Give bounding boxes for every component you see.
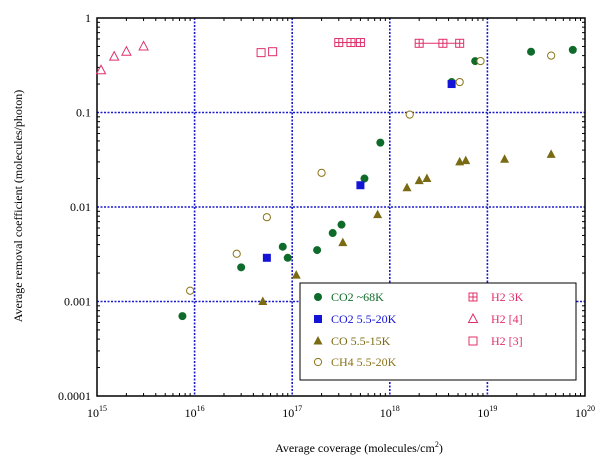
data-point (402, 182, 412, 192)
legend-label: CH4 5.5-20K (331, 355, 397, 369)
legend-marker (313, 336, 323, 345)
data-point (278, 242, 287, 251)
y-tick-label: 0.001 (64, 295, 91, 309)
legend-item: CO2 5.5-20K (314, 312, 397, 326)
legend-marker (467, 312, 479, 323)
data-point (355, 38, 365, 48)
axis-ticks: 1015 1016 1017 1018 1019 1020 0.0001 0.001 0.01 0… (58, 11, 595, 420)
legend-item: H2 3K (468, 290, 524, 304)
data-point (283, 253, 292, 262)
data-point (414, 175, 424, 185)
legend-item: CH4 5.5-20K (313, 355, 397, 369)
data-point (232, 249, 241, 258)
legend-item: CO 5.5-15K (313, 334, 391, 348)
y-tick-label: 1 (85, 11, 91, 25)
legend-label: H2 3K (491, 290, 524, 304)
series-co-5-5-15k (258, 149, 556, 305)
legend-marker (314, 293, 322, 301)
x-tick-label: 1019 (477, 404, 497, 420)
legend-item: CO2 ~68K (314, 290, 384, 304)
data-point (262, 253, 271, 262)
data-point (500, 154, 510, 163)
x-tick-label: 1016 (185, 404, 205, 420)
data-point (360, 174, 369, 183)
data-point (95, 64, 107, 75)
y-tick-label: 0.0001 (58, 389, 91, 403)
data-point (461, 155, 471, 165)
data-point (186, 286, 195, 295)
plot-frame (96, 17, 586, 397)
data-point (291, 270, 301, 279)
data-point (178, 312, 187, 321)
data-point (447, 80, 456, 89)
y-axis-title: Average removal coefficient (molecules/p… (11, 90, 25, 322)
data-point (338, 237, 348, 247)
data-point (313, 246, 322, 255)
data-point (256, 48, 266, 58)
legend-marker (468, 336, 478, 346)
data-point (405, 110, 414, 119)
data-point (547, 51, 556, 60)
data-point (568, 45, 577, 54)
legend-item: H2 [4] (467, 312, 523, 326)
data-point (237, 263, 246, 272)
data-point (373, 209, 383, 219)
data-point (438, 38, 448, 48)
data-point (546, 149, 556, 158)
data-point (527, 47, 536, 56)
data-point (121, 45, 132, 56)
series-ch4-5-5-20k (186, 51, 556, 295)
data-point (346, 38, 356, 48)
data-point (414, 38, 424, 48)
x-tick-label: 1015 (87, 404, 107, 420)
legend: CO2 ~68K CO2 5.5-20K CO 5.5-15K CH4 5.5-20K… (299, 282, 577, 381)
legend-marker (314, 315, 322, 323)
data-point (108, 50, 120, 61)
y-tick-label: 0.01 (70, 200, 91, 214)
data-point (422, 173, 432, 183)
legend-marker (468, 292, 478, 302)
legend-marker (313, 357, 323, 367)
data-point (455, 38, 465, 48)
data-point (268, 47, 278, 57)
series-co2-5-5-20k (262, 80, 456, 262)
data-point (376, 138, 385, 147)
legend-box (299, 282, 577, 381)
x-tick-label: 1017 (282, 404, 302, 420)
data-point (258, 296, 268, 305)
legend-label: H2 [4] (491, 312, 523, 326)
y-tick-label: 0.1 (76, 106, 91, 120)
data-point (476, 56, 485, 66)
series-co2-68k (178, 45, 577, 321)
series-h2-4 (95, 40, 149, 75)
x-axis-title: Average coverage (molecules/cm2) (275, 440, 443, 455)
data-point (356, 181, 365, 190)
legend-label: CO2 ~68K (331, 290, 384, 304)
x-tick-label: 1020 (575, 404, 595, 420)
legend-label: CO2 5.5-20K (331, 312, 397, 326)
data-point (138, 40, 149, 51)
data-point (262, 213, 271, 222)
series-h2-3k (334, 38, 465, 48)
data-point (455, 77, 464, 87)
data-point (337, 220, 346, 229)
data-points (95, 38, 577, 321)
data-point (334, 38, 344, 48)
data-point (317, 168, 326, 177)
legend-label: CO 5.5-15K (331, 334, 391, 348)
legend-label: H2 [3] (491, 334, 523, 348)
data-point (328, 229, 337, 238)
x-tick-label: 1018 (380, 404, 400, 420)
legend-item: H2 [3] (468, 334, 523, 348)
series-h2-3 (256, 47, 278, 58)
